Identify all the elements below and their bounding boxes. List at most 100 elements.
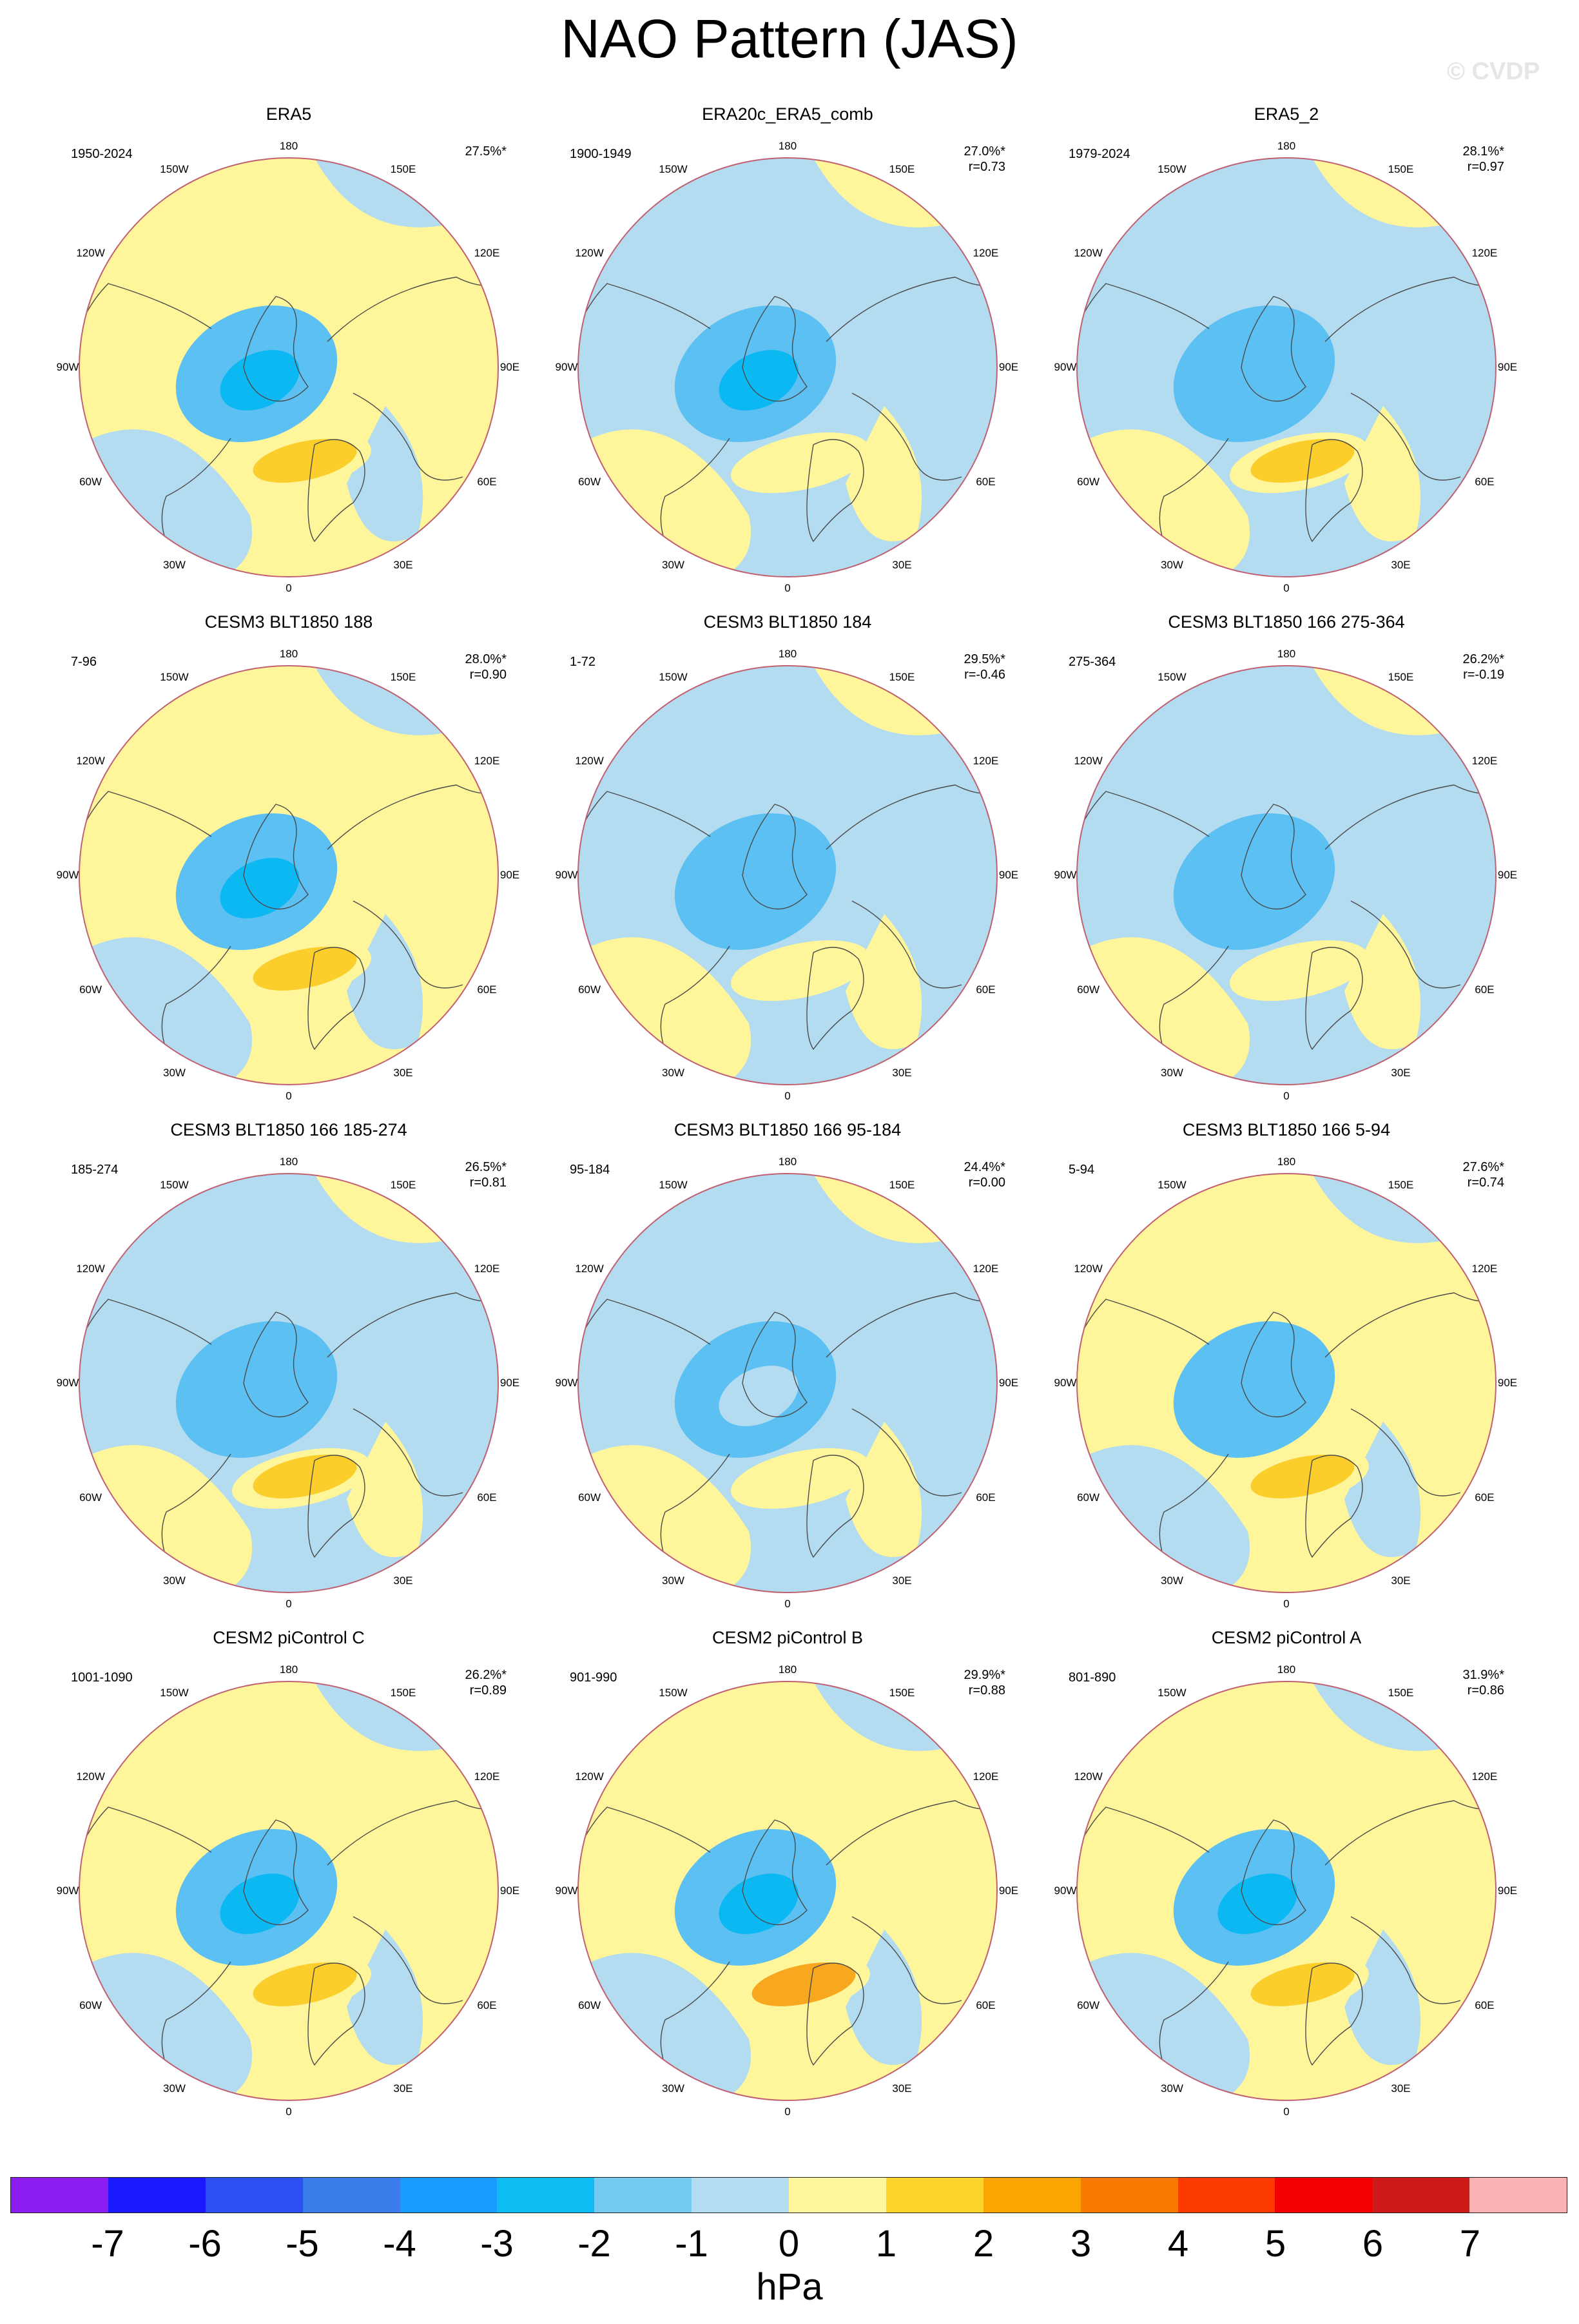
coastline [353, 1408, 463, 1496]
longitude-label: 120W [76, 754, 105, 767]
colorbar-swatch [886, 2178, 983, 2213]
alternate-sign-region [1344, 1930, 1421, 2065]
longitude-label: 60E [477, 1491, 497, 1504]
colorbar-tick-label: -6 [188, 2223, 222, 2265]
longitude-label: 60E [477, 475, 497, 488]
longitude-label: 60E [976, 1491, 996, 1504]
longitude-label: 180 [279, 648, 298, 660]
alternate-sign-region [347, 1930, 423, 2065]
longitude-label: 0 [286, 582, 292, 594]
longitude-label: 60W [1077, 1999, 1100, 2011]
longitude-label: 120W [1074, 1770, 1103, 1783]
panel-period-label: 1-72 [570, 655, 596, 669]
panel-title: ERA5 [266, 104, 312, 124]
map-panel: CESM3 BLT1850 188 7-96 28.0%* r=0.90 180 150E… [26, 611, 552, 1120]
map-boundary-circle [1076, 157, 1497, 577]
map-boundary-circle [79, 157, 499, 577]
panel-title: CESM3 BLT1850 166 185-274 [170, 1120, 407, 1139]
longitude-label: 60E [976, 983, 996, 996]
longitude-label: 60W [79, 983, 102, 996]
longitude-label: 90W [1054, 869, 1077, 881]
panel-correlation: r=0.73 [968, 160, 1005, 174]
colorbar [10, 2177, 1567, 2213]
longitude-label: 30E [892, 1067, 912, 1080]
longitude-label: 120E [1471, 246, 1498, 259]
longitude-label: 0 [1283, 1090, 1290, 1102]
panel-variance-percent: 29.5%* [964, 652, 1006, 666]
longitude-label: 60E [477, 983, 497, 996]
longitude-label: 30W [662, 1067, 684, 1080]
longitude-label: 180 [279, 1663, 298, 1676]
alternate-sign-region [846, 406, 922, 541]
longitude-label: 90E [1497, 1884, 1518, 1897]
panel-period-label: 5-94 [1069, 1163, 1095, 1177]
low-pressure-core [1217, 350, 1297, 411]
coastline [742, 1819, 808, 1926]
colorbar-tick-label: -4 [383, 2223, 416, 2265]
longitude-label: 30W [163, 1067, 186, 1080]
longitude-label: 150W [659, 670, 688, 683]
coastline [307, 947, 365, 1051]
colorbar-tick-label: -1 [675, 2223, 708, 2265]
longitude-label: 0 [1283, 2106, 1290, 2118]
high-pressure-core [253, 1455, 357, 1498]
high-pressure-core [253, 439, 357, 483]
longitude-label: 180 [1277, 648, 1296, 660]
longitude-label: 90W [555, 1884, 578, 1897]
panel-title: CESM3 BLT1850 166 275-364 [1168, 612, 1405, 632]
high-pressure-core [253, 1962, 357, 2006]
high-pressure-core [751, 1455, 856, 1498]
longitude-label: 60E [1475, 1999, 1495, 2011]
longitude-label: 0 [784, 1598, 791, 1610]
longitude-label: 30W [662, 2082, 684, 2095]
panel-variance-percent: 26.2%* [1462, 652, 1505, 666]
longitude-label: 90W [1054, 1377, 1077, 1389]
longitude-label: 30W [163, 2082, 186, 2095]
longitude-label: 90W [56, 869, 79, 881]
coastline [243, 296, 309, 402]
longitude-label: 0 [784, 1090, 791, 1102]
longitude-label: 180 [279, 1156, 298, 1168]
longitude-label: 60W [1077, 1491, 1100, 1504]
low-pressure-core [220, 350, 300, 411]
longitude-label: 120W [1074, 754, 1103, 767]
panel-correlation: r=-0.46 [964, 668, 1005, 682]
map-boundary-circle [1076, 1681, 1497, 2101]
panel-title: CESM3 BLT1850 166 95-184 [673, 1120, 902, 1139]
longitude-label: 90E [1497, 869, 1518, 881]
longitude-label: 180 [778, 648, 797, 660]
polar-map [577, 157, 998, 577]
map-panel: CESM3 BLT1850 166 275-364 275-364 26.2%* r=… [1023, 611, 1549, 1120]
longitude-label: 30W [1161, 559, 1183, 572]
longitude-label: 60W [79, 1999, 102, 2011]
longitude-label: 180 [1277, 1156, 1296, 1168]
longitude-label: 30W [662, 1574, 684, 1587]
alternate-sign-region [1344, 406, 1421, 541]
map-panel: ERA5_2 1979-2024 28.1%* r=0.97 180 150E 120E 90… [1023, 103, 1549, 612]
polar-map [1076, 1173, 1497, 1593]
longitude-label: 120E [474, 1770, 500, 1783]
panel-period-label: 1979-2024 [1069, 147, 1130, 161]
map-boundary-circle [1076, 665, 1497, 1085]
panel-variance-percent: 27.0%* [964, 144, 1006, 159]
panel-variance-percent: 31.9%* [1462, 1668, 1505, 1682]
longitude-label: 30E [1391, 1574, 1411, 1587]
watermark: © CVDP [1447, 58, 1540, 85]
high-pressure-core [751, 947, 856, 991]
colorbar-tick-label: 2 [973, 2223, 994, 2265]
low-pressure-core [719, 858, 799, 918]
polar-map [1076, 665, 1497, 1085]
panel-period-label: 185-274 [71, 1163, 119, 1177]
map-panel: CESM2 piControl C 1001-1090 26.2%* r=0.89 18… [26, 1627, 552, 2136]
longitude-label: 150W [659, 1686, 688, 1699]
longitude-label: 150E [889, 162, 915, 175]
coastline [1350, 900, 1461, 989]
panel-variance-percent: 26.5%* [465, 1160, 507, 1174]
panel-period-label: 95-184 [570, 1163, 610, 1177]
high-pressure-core [253, 947, 357, 991]
coastline [243, 1819, 309, 1926]
coastline [353, 1916, 463, 2004]
colorbar-swatch [1469, 2178, 1567, 2213]
panel-period-label: 901-990 [570, 1670, 617, 1685]
panel-correlation: r=0.00 [968, 1176, 1005, 1190]
